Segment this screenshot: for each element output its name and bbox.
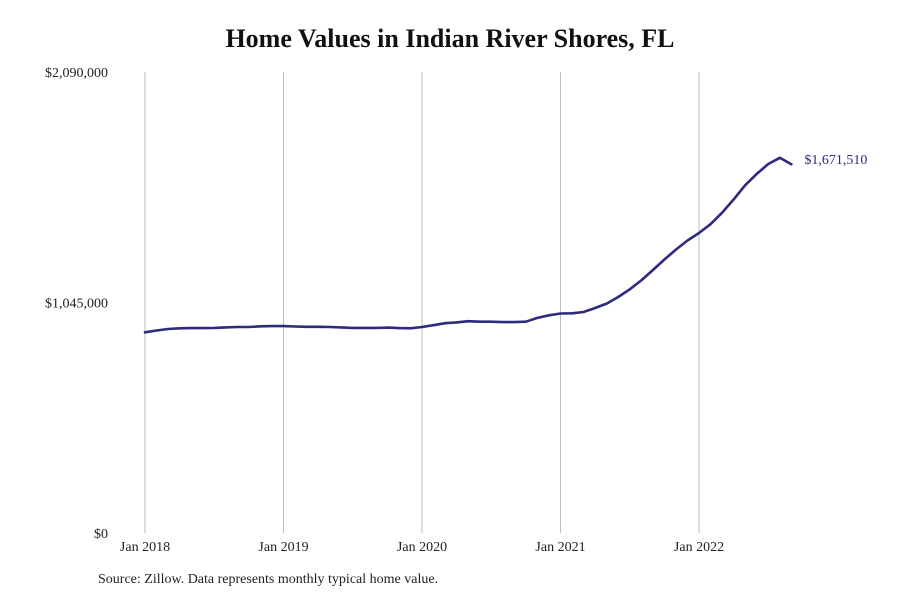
- x-tick-label: Jan 2019: [258, 540, 308, 555]
- series-layer: [143, 156, 793, 334]
- x-tick-label: Jan 2022: [674, 540, 724, 555]
- chart-title: Home Values in Indian River Shores, FL: [225, 24, 675, 53]
- grid-layer: [144, 72, 700, 533]
- y-tick-label: $0: [94, 527, 108, 542]
- y-tick-label: $2,090,000: [45, 66, 108, 81]
- y-tick-labels: $0 $1,045,000 $2,090,000: [45, 66, 108, 542]
- series-line: [143, 156, 793, 334]
- x-tick-label: Jan 2020: [397, 540, 447, 555]
- x-tick-label: Jan 2018: [120, 540, 170, 555]
- x-tick-label: Jan 2021: [535, 540, 585, 555]
- source-note: Source: Zillow. Data represents monthly …: [98, 572, 439, 587]
- y-tick-label: $1,045,000: [45, 297, 108, 312]
- end-value-label: $1,671,510: [804, 153, 867, 168]
- x-tick-labels: Jan 2018 Jan 2019 Jan 2020 Jan 2021 Jan 2022: [120, 540, 724, 555]
